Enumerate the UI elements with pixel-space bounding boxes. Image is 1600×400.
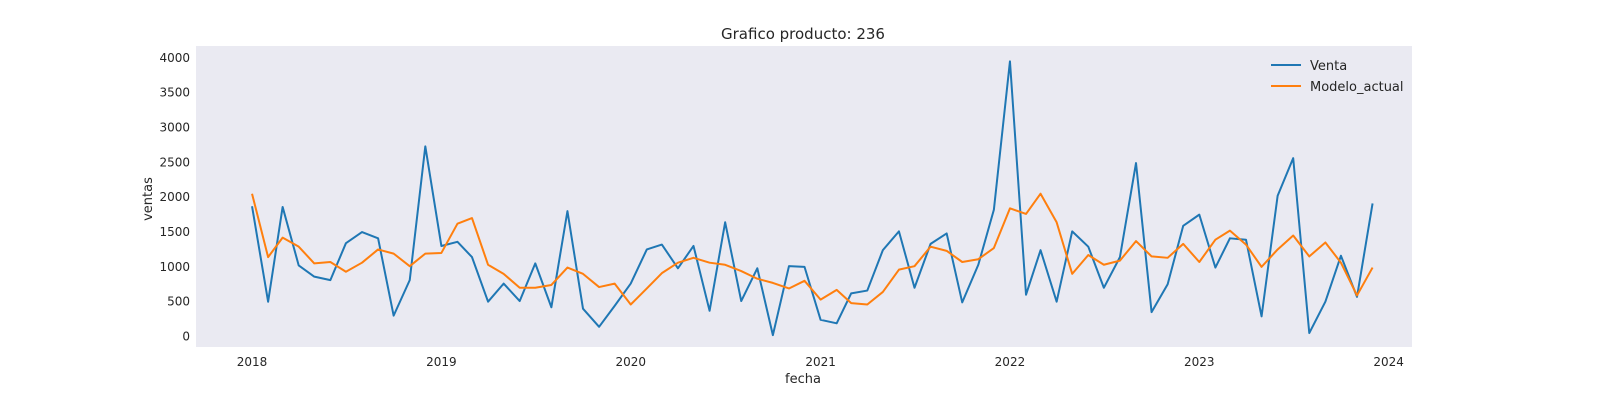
x-tick-label: 2021: [805, 355, 836, 369]
x-tick-label: 2019: [426, 355, 457, 369]
y-tick-label: 4000: [159, 51, 190, 65]
y-tick-label: 1000: [159, 260, 190, 274]
x-tick-label: 2023: [1184, 355, 1215, 369]
y-axis-label: ventas: [141, 177, 156, 221]
series-lines: [251, 60, 1374, 337]
y-tick-label: 2000: [159, 190, 190, 204]
series-line-modelo-actual: [251, 192, 1374, 306]
y-tick-label: 3500: [159, 86, 190, 100]
x-tick-label: 2024: [1373, 355, 1404, 369]
plot-area: [196, 46, 1412, 347]
y-tick-label: 3000: [159, 121, 190, 135]
y-tick-label: 500: [167, 295, 190, 309]
x-axis-ticks: 2018 2019 2020 2021 2022 2023 2024: [237, 355, 1404, 369]
legend-label-venta: Venta: [1310, 59, 1347, 74]
series-line-venta: [251, 60, 1374, 337]
legend-label-modelo-actual: Modelo_actual: [1310, 80, 1404, 95]
x-tick-label: 2018: [237, 355, 268, 369]
x-tick-label: 2022: [995, 355, 1026, 369]
chart-title: Grafico producto: 236: [721, 25, 885, 43]
y-axis-ticks: 0 500 1000 1500 2000 2500 3000 3500 4000: [159, 51, 190, 344]
y-tick-label: 0: [182, 330, 190, 344]
legend: Venta Modelo_actual: [1271, 59, 1404, 95]
x-tick-label: 2020: [615, 355, 646, 369]
y-tick-label: 2500: [159, 155, 190, 169]
x-axis-label: fecha: [785, 372, 821, 387]
y-tick-label: 1500: [159, 225, 190, 239]
